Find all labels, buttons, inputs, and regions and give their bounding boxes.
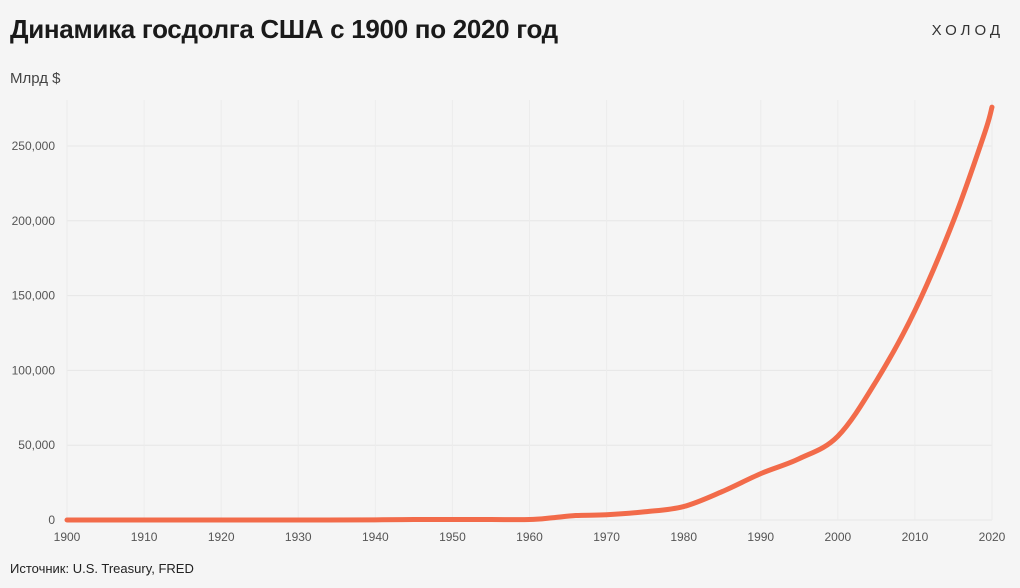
source-note: Источник: U.S. Treasury, FRED — [10, 561, 194, 576]
y-tick-label: 200,000 — [12, 214, 56, 228]
y-axis-label: Млрд $ — [10, 70, 61, 87]
x-tick-label: 1920 — [208, 530, 235, 544]
debt-series-line — [64, 104, 995, 523]
y-tick-label: 100,000 — [12, 363, 56, 377]
x-tick-label: 1950 — [439, 530, 466, 544]
x-tick-label: 2010 — [902, 530, 929, 544]
x-tick-label: 2020 — [979, 530, 1006, 544]
y-tick-label: 0 — [48, 513, 55, 527]
logo: ХОЛОД — [931, 22, 1004, 39]
y-tick-label: 250,000 — [12, 139, 56, 153]
x-tick-label: 1990 — [747, 530, 774, 544]
x-tick-label: 1970 — [593, 530, 620, 544]
y-tick-label: 150,000 — [12, 289, 56, 303]
x-tick-label: 1910 — [131, 530, 158, 544]
x-tick-label: 1900 — [54, 530, 81, 544]
x-tick-label: 1940 — [362, 530, 389, 544]
x-tick-label: 1960 — [516, 530, 543, 544]
x-tick-label: 1930 — [285, 530, 312, 544]
chart-title: Динамика госдолга США с 1900 по 2020 год — [10, 14, 558, 44]
x-tick-label: 1980 — [670, 530, 697, 544]
y-tick-label: 50,000 — [18, 438, 55, 452]
x-tick-label: 2000 — [824, 530, 851, 544]
